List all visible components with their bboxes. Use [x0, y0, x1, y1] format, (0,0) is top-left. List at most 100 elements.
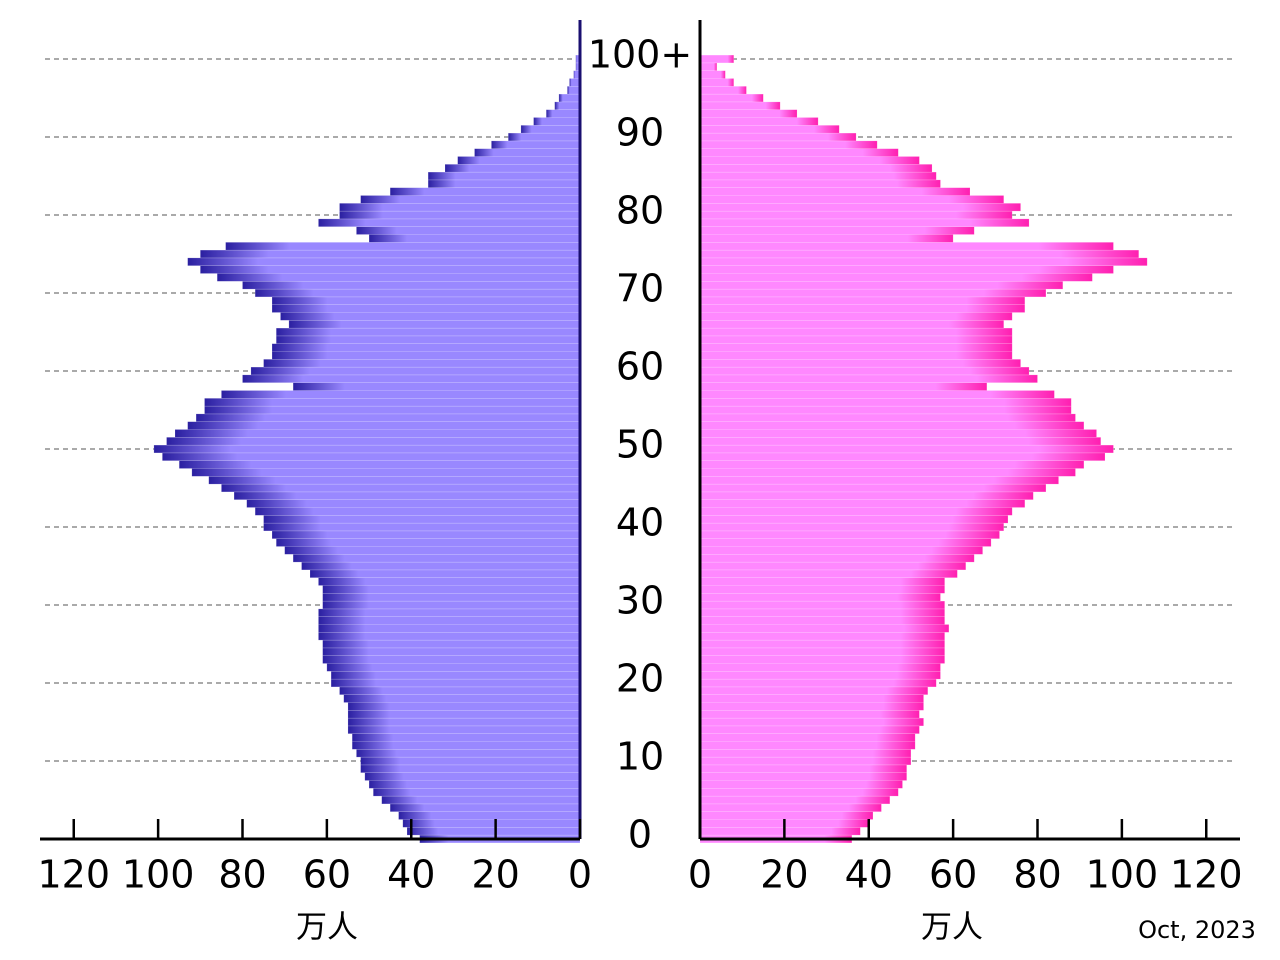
bar: [699, 187, 971, 196]
bar: [339, 686, 581, 696]
bar: [427, 179, 581, 188]
bar: [402, 819, 581, 828]
y-tick-label: 90: [616, 111, 664, 155]
bar: [699, 242, 1114, 251]
bar: [699, 335, 1013, 344]
bar: [699, 304, 1026, 313]
x-tick-label: 40: [845, 853, 893, 897]
bar: [699, 374, 1038, 383]
bar: [699, 296, 1026, 305]
bar: [699, 733, 916, 742]
bar: [187, 257, 581, 266]
bar: [699, 678, 937, 688]
bar: [699, 93, 764, 103]
bar: [322, 600, 581, 610]
bar: [699, 390, 1055, 399]
bar: [699, 234, 954, 243]
y-tick-label: 20: [616, 657, 664, 701]
bar: [254, 507, 581, 516]
bar: [699, 148, 899, 157]
bar: [699, 117, 819, 126]
bar: [318, 631, 581, 641]
y-tick-label: 40: [616, 501, 664, 545]
bar: [699, 780, 903, 789]
bar: [699, 764, 908, 774]
bar: [242, 280, 581, 290]
bar: [195, 413, 581, 422]
bar: [699, 436, 1102, 446]
bar: [330, 678, 581, 688]
bar: [699, 639, 945, 649]
y-tick-label: 50: [616, 423, 664, 467]
bar: [351, 733, 581, 742]
bar: [200, 249, 581, 259]
bar: [204, 397, 581, 407]
bar: [360, 764, 581, 774]
bar: [699, 795, 891, 805]
x-tick-label: 80: [1013, 853, 1061, 897]
y-tick-label: 60: [616, 345, 664, 389]
bar: [699, 343, 1013, 352]
bar: [221, 390, 581, 399]
bar: [699, 686, 929, 696]
bar: [457, 156, 581, 165]
x-tick-label: 100: [1086, 853, 1159, 897]
bar: [372, 787, 581, 797]
x-tick-label: 20: [760, 853, 808, 897]
bar: [292, 553, 581, 563]
bar: [174, 429, 581, 438]
x-axis-label: 万人: [296, 910, 358, 946]
bar: [699, 522, 1005, 532]
bar: [263, 358, 581, 368]
bar: [699, 756, 912, 766]
x-tick-label: 100: [122, 853, 195, 897]
bar: [533, 117, 581, 126]
bar: [699, 592, 941, 602]
bar: [246, 499, 581, 508]
bar: [699, 694, 924, 703]
bar: [699, 109, 798, 118]
bar: [216, 273, 581, 282]
bar: [699, 507, 1013, 516]
bar: [699, 702, 924, 711]
bar: [191, 468, 581, 477]
bar: [166, 436, 581, 446]
bar: [699, 140, 878, 149]
bar: [351, 741, 581, 750]
bar: [699, 569, 958, 579]
bar: [699, 405, 1072, 415]
bar: [318, 577, 581, 586]
bar: [699, 553, 975, 563]
bar: [326, 663, 581, 672]
bar: [699, 717, 924, 727]
bar: [389, 187, 581, 196]
bar: [699, 811, 874, 820]
bar: [699, 655, 945, 664]
bar: [699, 265, 1114, 274]
bar: [699, 530, 1000, 540]
bar: [699, 514, 1009, 524]
bar: [221, 483, 581, 493]
y-tick-label: 100+: [588, 33, 692, 77]
bar: [360, 756, 581, 766]
x-tick-label: 120: [1170, 853, 1243, 897]
bar: [699, 249, 1140, 259]
bar: [318, 624, 581, 633]
bar: [699, 86, 747, 95]
bar: [301, 561, 581, 571]
bar: [699, 468, 1076, 477]
bar: [699, 538, 992, 547]
bar: [699, 132, 857, 142]
x-tick-label: 120: [37, 853, 110, 897]
bar: [699, 709, 920, 719]
bar: [699, 273, 1093, 282]
bar: [153, 444, 581, 454]
bar: [699, 327, 1013, 337]
bar: [699, 826, 861, 836]
bar: [699, 280, 1064, 290]
bar: [225, 242, 581, 251]
bar: [699, 444, 1114, 454]
bar: [271, 351, 581, 360]
bar: [275, 327, 581, 337]
bar: [699, 577, 945, 586]
